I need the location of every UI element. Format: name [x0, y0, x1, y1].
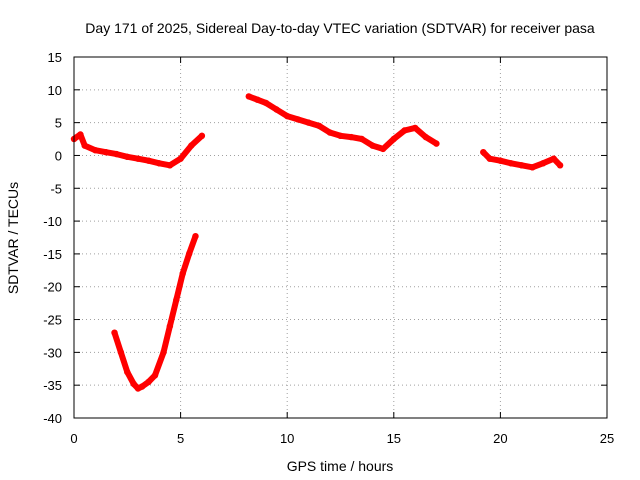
data-point	[550, 155, 557, 162]
data-point	[316, 122, 323, 130]
data-point	[111, 329, 118, 336]
data-point	[198, 132, 206, 139]
data-point	[130, 380, 137, 388]
data-point	[262, 99, 270, 107]
series-arc-2	[111, 233, 199, 392]
data-point	[273, 106, 280, 113]
data-point	[486, 155, 493, 162]
x-axis-label: GPS time / hours	[287, 458, 394, 474]
y-tick-label: 5	[55, 116, 62, 131]
data-point	[124, 153, 131, 160]
tick-layer: 0 5 10 15 20 25 15 10 5 0 -5 -10 -15 -20 -25 -30 -35 -40	[43, 50, 614, 446]
data-point	[337, 132, 344, 139]
plot-frame	[73, 56, 608, 419]
data-point	[188, 142, 195, 149]
data-point	[139, 383, 146, 390]
data-point	[92, 147, 99, 154]
data-point	[145, 157, 152, 164]
data-point	[113, 150, 120, 158]
data-point	[173, 296, 180, 304]
y-tick-label: 10	[48, 83, 62, 98]
data-point	[254, 96, 261, 103]
data-point	[81, 142, 88, 149]
y-tick-label: -25	[43, 313, 62, 328]
y-tick-label: -40	[43, 411, 62, 426]
data-point	[480, 149, 487, 156]
y-tick-label: 15	[48, 50, 62, 65]
x-tick-label: 10	[280, 431, 294, 446]
data-point	[102, 149, 110, 156]
data-point	[117, 349, 125, 356]
data-point	[422, 133, 429, 141]
data-point	[294, 116, 302, 123]
data-point	[145, 378, 152, 386]
y-tick-label: -30	[43, 345, 62, 360]
chart-title: Day 171 of 2025, Sidereal Day-to-day VTE…	[85, 20, 595, 36]
data-point	[245, 93, 252, 100]
data-point	[358, 135, 365, 143]
series-layer	[70, 93, 564, 392]
y-tick-label: -15	[43, 247, 62, 262]
data-point	[185, 250, 193, 258]
data-point	[539, 160, 547, 167]
data-point	[156, 160, 163, 167]
data-point	[160, 349, 167, 356]
x-tick-label: 0	[70, 431, 77, 446]
data-point	[179, 270, 186, 277]
data-point	[518, 162, 525, 169]
data-point	[433, 140, 440, 147]
data-point	[497, 157, 504, 164]
data-point	[284, 112, 291, 120]
y-tick-label: -20	[43, 280, 62, 295]
y-tick-label: -5	[50, 181, 62, 196]
x-tick-label: 5	[177, 431, 184, 446]
data-point	[390, 135, 397, 143]
x-tick-label: 15	[387, 431, 401, 446]
data-point	[529, 164, 536, 171]
y-tick-label: 0	[55, 148, 62, 163]
data-point	[124, 368, 131, 376]
data-point	[166, 162, 174, 169]
data-point	[326, 129, 333, 136]
data-point	[348, 133, 355, 141]
data-point	[401, 127, 408, 134]
data-point	[134, 155, 142, 162]
data-point	[151, 372, 159, 379]
x-tick-label: 20	[493, 431, 507, 446]
x-tick-label: 25	[600, 431, 614, 446]
data-point	[369, 142, 376, 149]
data-point	[507, 160, 515, 167]
y-axis-label: SDTVAR / TECUs	[5, 182, 21, 294]
y-tick-label: -10	[43, 214, 62, 229]
y-tick-label: -35	[43, 378, 62, 393]
data-point	[192, 233, 199, 240]
data-point	[411, 124, 419, 132]
data-point	[177, 155, 184, 162]
data-point	[305, 119, 312, 126]
data-point	[77, 131, 84, 138]
data-point	[166, 322, 174, 330]
data-point	[556, 162, 564, 169]
grid-layer	[74, 57, 607, 418]
data-point	[379, 145, 387, 153]
